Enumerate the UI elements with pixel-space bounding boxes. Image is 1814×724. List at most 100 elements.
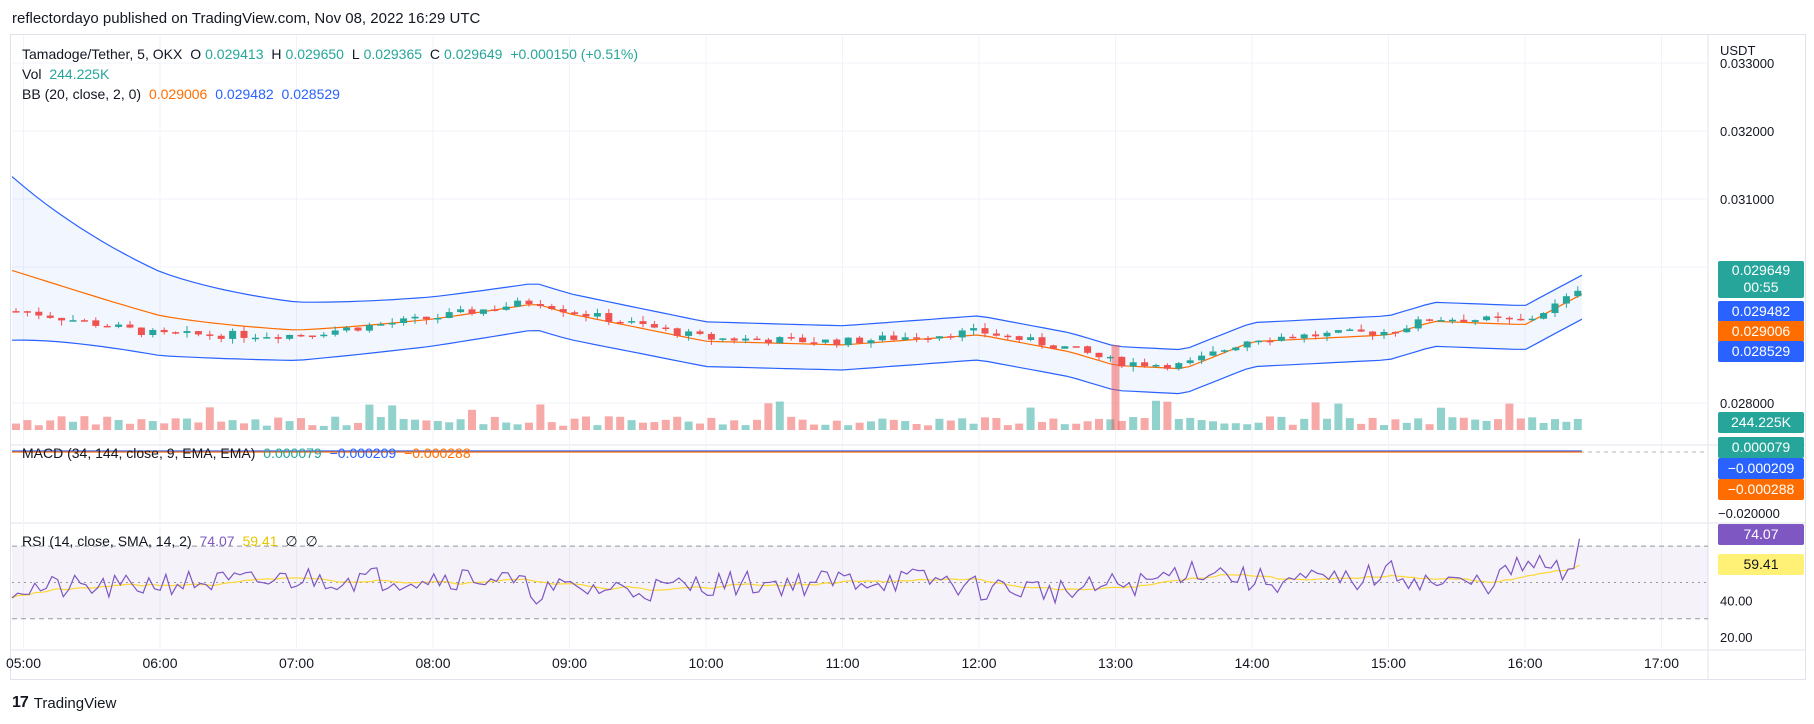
candle [172,332,180,334]
volume-bar [433,420,442,430]
candle [1049,345,1057,349]
time-tick-label: 12:00 [961,655,996,671]
volume-bar [1111,345,1120,430]
candle [1255,340,1263,343]
candle [354,327,362,331]
volume-bar [228,420,237,430]
candle [1391,331,1399,334]
last-price-badge[interactable]: 0.029649 00:55 [1718,261,1804,298]
candle [1118,356,1126,367]
high-label: H [271,46,282,62]
candle [1061,346,1069,349]
volume-bar [354,422,362,430]
tradingview-brand-name: TradingView [33,694,117,712]
volume-value: 244.225K [49,66,110,82]
bb-label[interactable]: BB (20, close, 2, 0) [22,86,142,102]
rsi-tick-label: 40.00 [1720,594,1753,609]
time-tick-label: 10:00 [688,655,723,671]
candle [1483,316,1491,321]
volume-bar [240,423,248,430]
volume-bar [331,416,340,430]
volume-bar [1140,418,1149,430]
candle [274,337,282,339]
macd-label[interactable]: MACD (34, 144, close, 9, EMA, EMA) [22,445,256,461]
candle [80,320,88,322]
volume-bar [639,422,647,430]
volume-bar [479,424,488,430]
close-label: C [429,46,441,62]
countdown-value: 00:55 [1743,279,1779,295]
low-value: 0.029365 [363,46,423,62]
candle [411,316,419,319]
volume-bar [1254,422,1263,430]
bb-basis-value: 0.029006 [148,86,208,102]
volume-bar [627,420,636,430]
volume-bar [1015,423,1024,430]
volume-bar [1049,418,1058,430]
candle [1448,319,1456,322]
candle [1243,341,1251,348]
time-tick-label: 15:00 [1371,655,1406,671]
rsi-label[interactable]: RSI (14, close, SMA, 14, 2) [22,533,192,549]
candle [707,333,715,340]
macd-badge: −0.000209 [1718,458,1804,479]
volume-bar [1539,423,1548,430]
volume-bar [103,416,112,430]
volume-bar [137,419,146,430]
candle [582,313,590,317]
volume-bar [650,422,659,430]
volume-bar [126,423,134,430]
candle [183,331,191,333]
volume-bar [1391,419,1400,430]
candle [422,316,430,320]
volume-bar [1277,416,1286,430]
volume-bar [297,418,305,430]
publish-info: reflectordayo published on TradingView.c… [12,10,481,27]
volume-bar [148,421,157,430]
bb-basis-line [11,269,1583,370]
candle [890,335,898,340]
candle [1232,347,1240,351]
candle [126,324,134,328]
tradingview-brand[interactable]: 17 TradingView [12,694,116,712]
candle [479,309,487,314]
volume-label[interactable]: Vol [22,66,42,82]
volume-bar [1231,423,1240,430]
volume-bar [718,424,727,430]
volume-bar [912,423,921,430]
candle [388,322,396,325]
candle [1152,364,1160,367]
time-tick-label: 16:00 [1507,655,1542,671]
volume-bar [798,419,807,430]
volume-bar [205,407,214,430]
open-label: O [190,46,202,62]
volume-bar [1174,418,1183,430]
volume-bar [308,425,317,430]
candle [628,321,636,323]
candle [1141,362,1149,367]
candle [1437,320,1445,322]
volume-bar [1425,424,1434,430]
volume-bar [274,417,283,430]
candle [1163,364,1171,369]
volume-bar [445,422,454,430]
rsi-tick-label: 20.00 [1720,630,1753,645]
volume-bar [1220,423,1229,430]
symbol-name[interactable]: Tamadoge/Tether, 5, OKX [22,46,183,62]
rsi-ma-value: 59.41 [242,533,278,549]
candle [685,331,693,336]
candle [1528,318,1536,321]
candle [1300,334,1308,339]
volume-bar [69,421,77,430]
candle [992,333,1000,336]
candle [958,330,966,338]
volume-bar [1380,425,1388,430]
volume-bar [262,425,271,430]
candle [1551,303,1559,314]
candle [502,306,510,310]
volume-bar [91,424,100,430]
candle [263,337,271,339]
volume-bar [1003,425,1012,430]
time-tick-label: 06:00 [142,655,177,671]
